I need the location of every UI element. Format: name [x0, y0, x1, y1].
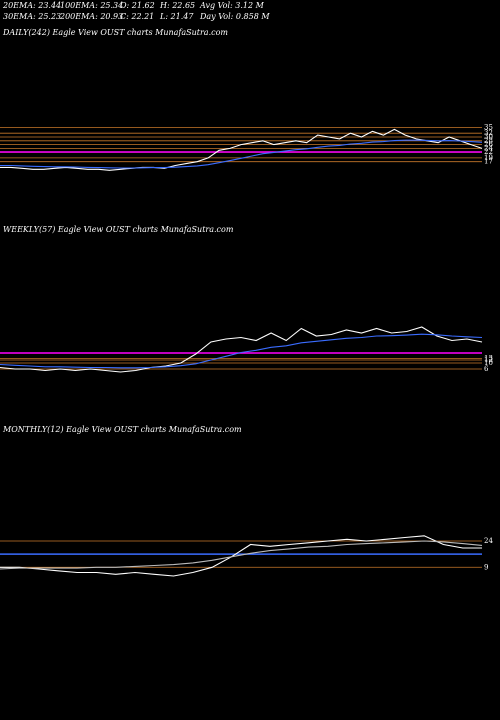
stat: L: 21.47 [159, 12, 194, 21]
stat: H: 22.65 [159, 1, 195, 10]
price-line [0, 139, 483, 169]
stat: Avg Vol: 3.12 M [199, 1, 265, 10]
price-line [0, 333, 483, 369]
y-tick-label: 26 [484, 141, 493, 149]
y-tick-label: 32 [484, 129, 493, 137]
stat: Day Vol: 0.858 M [199, 12, 270, 21]
stat: 200EMA: 20.93 [59, 12, 123, 21]
price-line [0, 128, 483, 171]
y-tick-label: 19 [484, 154, 493, 162]
stat: 100EMA: 25.34 [60, 1, 123, 10]
stat: 20EMA: 23.44 [2, 1, 61, 10]
price-line [0, 326, 483, 373]
y-tick-label: 6 [484, 365, 489, 373]
price-line [0, 535, 482, 577]
y-tick-label: 17 [484, 158, 493, 166]
y-tick-label: 22 [484, 148, 493, 156]
y-tick-label: 30 [484, 133, 493, 141]
price-line [0, 540, 483, 570]
y-tick-label: 35 [484, 124, 493, 132]
y-tick-label: 24 [484, 537, 493, 545]
panel-title: WEEKLY(57) Eagle View OUST charts Munafa… [3, 225, 234, 234]
y-tick-label: 10 [484, 359, 493, 367]
y-tick-label: 24 [484, 144, 493, 152]
stat: O: 21.62 [120, 1, 155, 10]
y-tick-label: 12 [484, 356, 493, 364]
y-tick-label: 28 [484, 137, 493, 145]
stat: 30EMA: 25.23 [3, 12, 61, 21]
panel-title: DAILY(242) Eagle View OUST charts Munafa… [2, 28, 228, 37]
panel-title: MONTHLY(12) Eagle View OUST charts Munaf… [2, 425, 242, 434]
stat: C: 22.21 [120, 12, 154, 21]
y-tick-label: 13 [484, 355, 493, 363]
y-tick-label: 9 [484, 563, 488, 571]
